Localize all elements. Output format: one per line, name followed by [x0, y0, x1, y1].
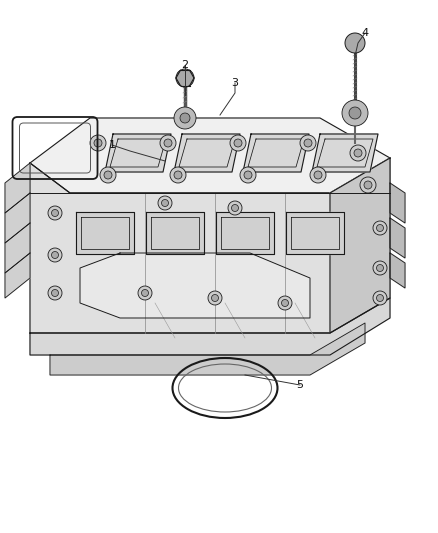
- Circle shape: [228, 201, 242, 215]
- Circle shape: [349, 107, 361, 119]
- Circle shape: [94, 139, 102, 147]
- Circle shape: [52, 252, 59, 259]
- Circle shape: [230, 135, 246, 151]
- Polygon shape: [330, 158, 390, 333]
- Circle shape: [174, 171, 182, 179]
- Circle shape: [160, 135, 176, 151]
- Circle shape: [141, 289, 148, 296]
- Polygon shape: [390, 253, 405, 288]
- Circle shape: [377, 295, 384, 302]
- Circle shape: [104, 171, 112, 179]
- Circle shape: [52, 289, 59, 296]
- Circle shape: [52, 209, 59, 216]
- Polygon shape: [5, 163, 30, 213]
- Circle shape: [234, 139, 242, 147]
- Circle shape: [373, 261, 387, 275]
- Circle shape: [90, 135, 106, 151]
- Circle shape: [158, 196, 172, 210]
- Circle shape: [180, 113, 190, 123]
- Circle shape: [364, 181, 372, 189]
- Circle shape: [208, 291, 222, 305]
- Circle shape: [282, 300, 289, 306]
- Polygon shape: [174, 134, 240, 172]
- Circle shape: [360, 177, 376, 193]
- Text: 5: 5: [297, 380, 304, 390]
- Circle shape: [310, 167, 326, 183]
- Polygon shape: [5, 193, 30, 243]
- Circle shape: [300, 135, 316, 151]
- Circle shape: [373, 291, 387, 305]
- Circle shape: [240, 167, 256, 183]
- Circle shape: [170, 167, 186, 183]
- Polygon shape: [312, 134, 378, 172]
- Polygon shape: [216, 212, 274, 254]
- Circle shape: [48, 248, 62, 262]
- Polygon shape: [286, 212, 344, 254]
- Polygon shape: [30, 158, 390, 333]
- Polygon shape: [146, 212, 204, 254]
- Circle shape: [373, 221, 387, 235]
- Circle shape: [164, 139, 172, 147]
- Circle shape: [350, 145, 366, 161]
- Circle shape: [345, 33, 365, 53]
- Polygon shape: [5, 253, 30, 298]
- Circle shape: [304, 139, 312, 147]
- Circle shape: [377, 224, 384, 231]
- Polygon shape: [243, 134, 309, 172]
- Circle shape: [342, 100, 368, 126]
- Circle shape: [162, 199, 169, 206]
- Text: 2: 2: [181, 60, 189, 70]
- Circle shape: [232, 205, 239, 212]
- Polygon shape: [80, 253, 310, 318]
- Circle shape: [278, 296, 292, 310]
- Circle shape: [314, 171, 322, 179]
- Text: 3: 3: [232, 78, 239, 88]
- Polygon shape: [5, 223, 30, 273]
- Circle shape: [174, 107, 196, 129]
- Polygon shape: [30, 298, 390, 355]
- Circle shape: [377, 264, 384, 271]
- Circle shape: [48, 206, 62, 220]
- Text: 1: 1: [109, 140, 116, 150]
- Polygon shape: [50, 323, 365, 375]
- Polygon shape: [30, 118, 390, 193]
- Circle shape: [244, 171, 252, 179]
- Polygon shape: [390, 183, 405, 223]
- Circle shape: [212, 295, 219, 302]
- Polygon shape: [390, 218, 405, 258]
- Circle shape: [138, 286, 152, 300]
- Polygon shape: [76, 212, 134, 254]
- Circle shape: [48, 286, 62, 300]
- Text: 4: 4: [361, 28, 368, 38]
- Circle shape: [176, 69, 194, 87]
- Polygon shape: [105, 134, 171, 172]
- Circle shape: [354, 149, 362, 157]
- Circle shape: [100, 167, 116, 183]
